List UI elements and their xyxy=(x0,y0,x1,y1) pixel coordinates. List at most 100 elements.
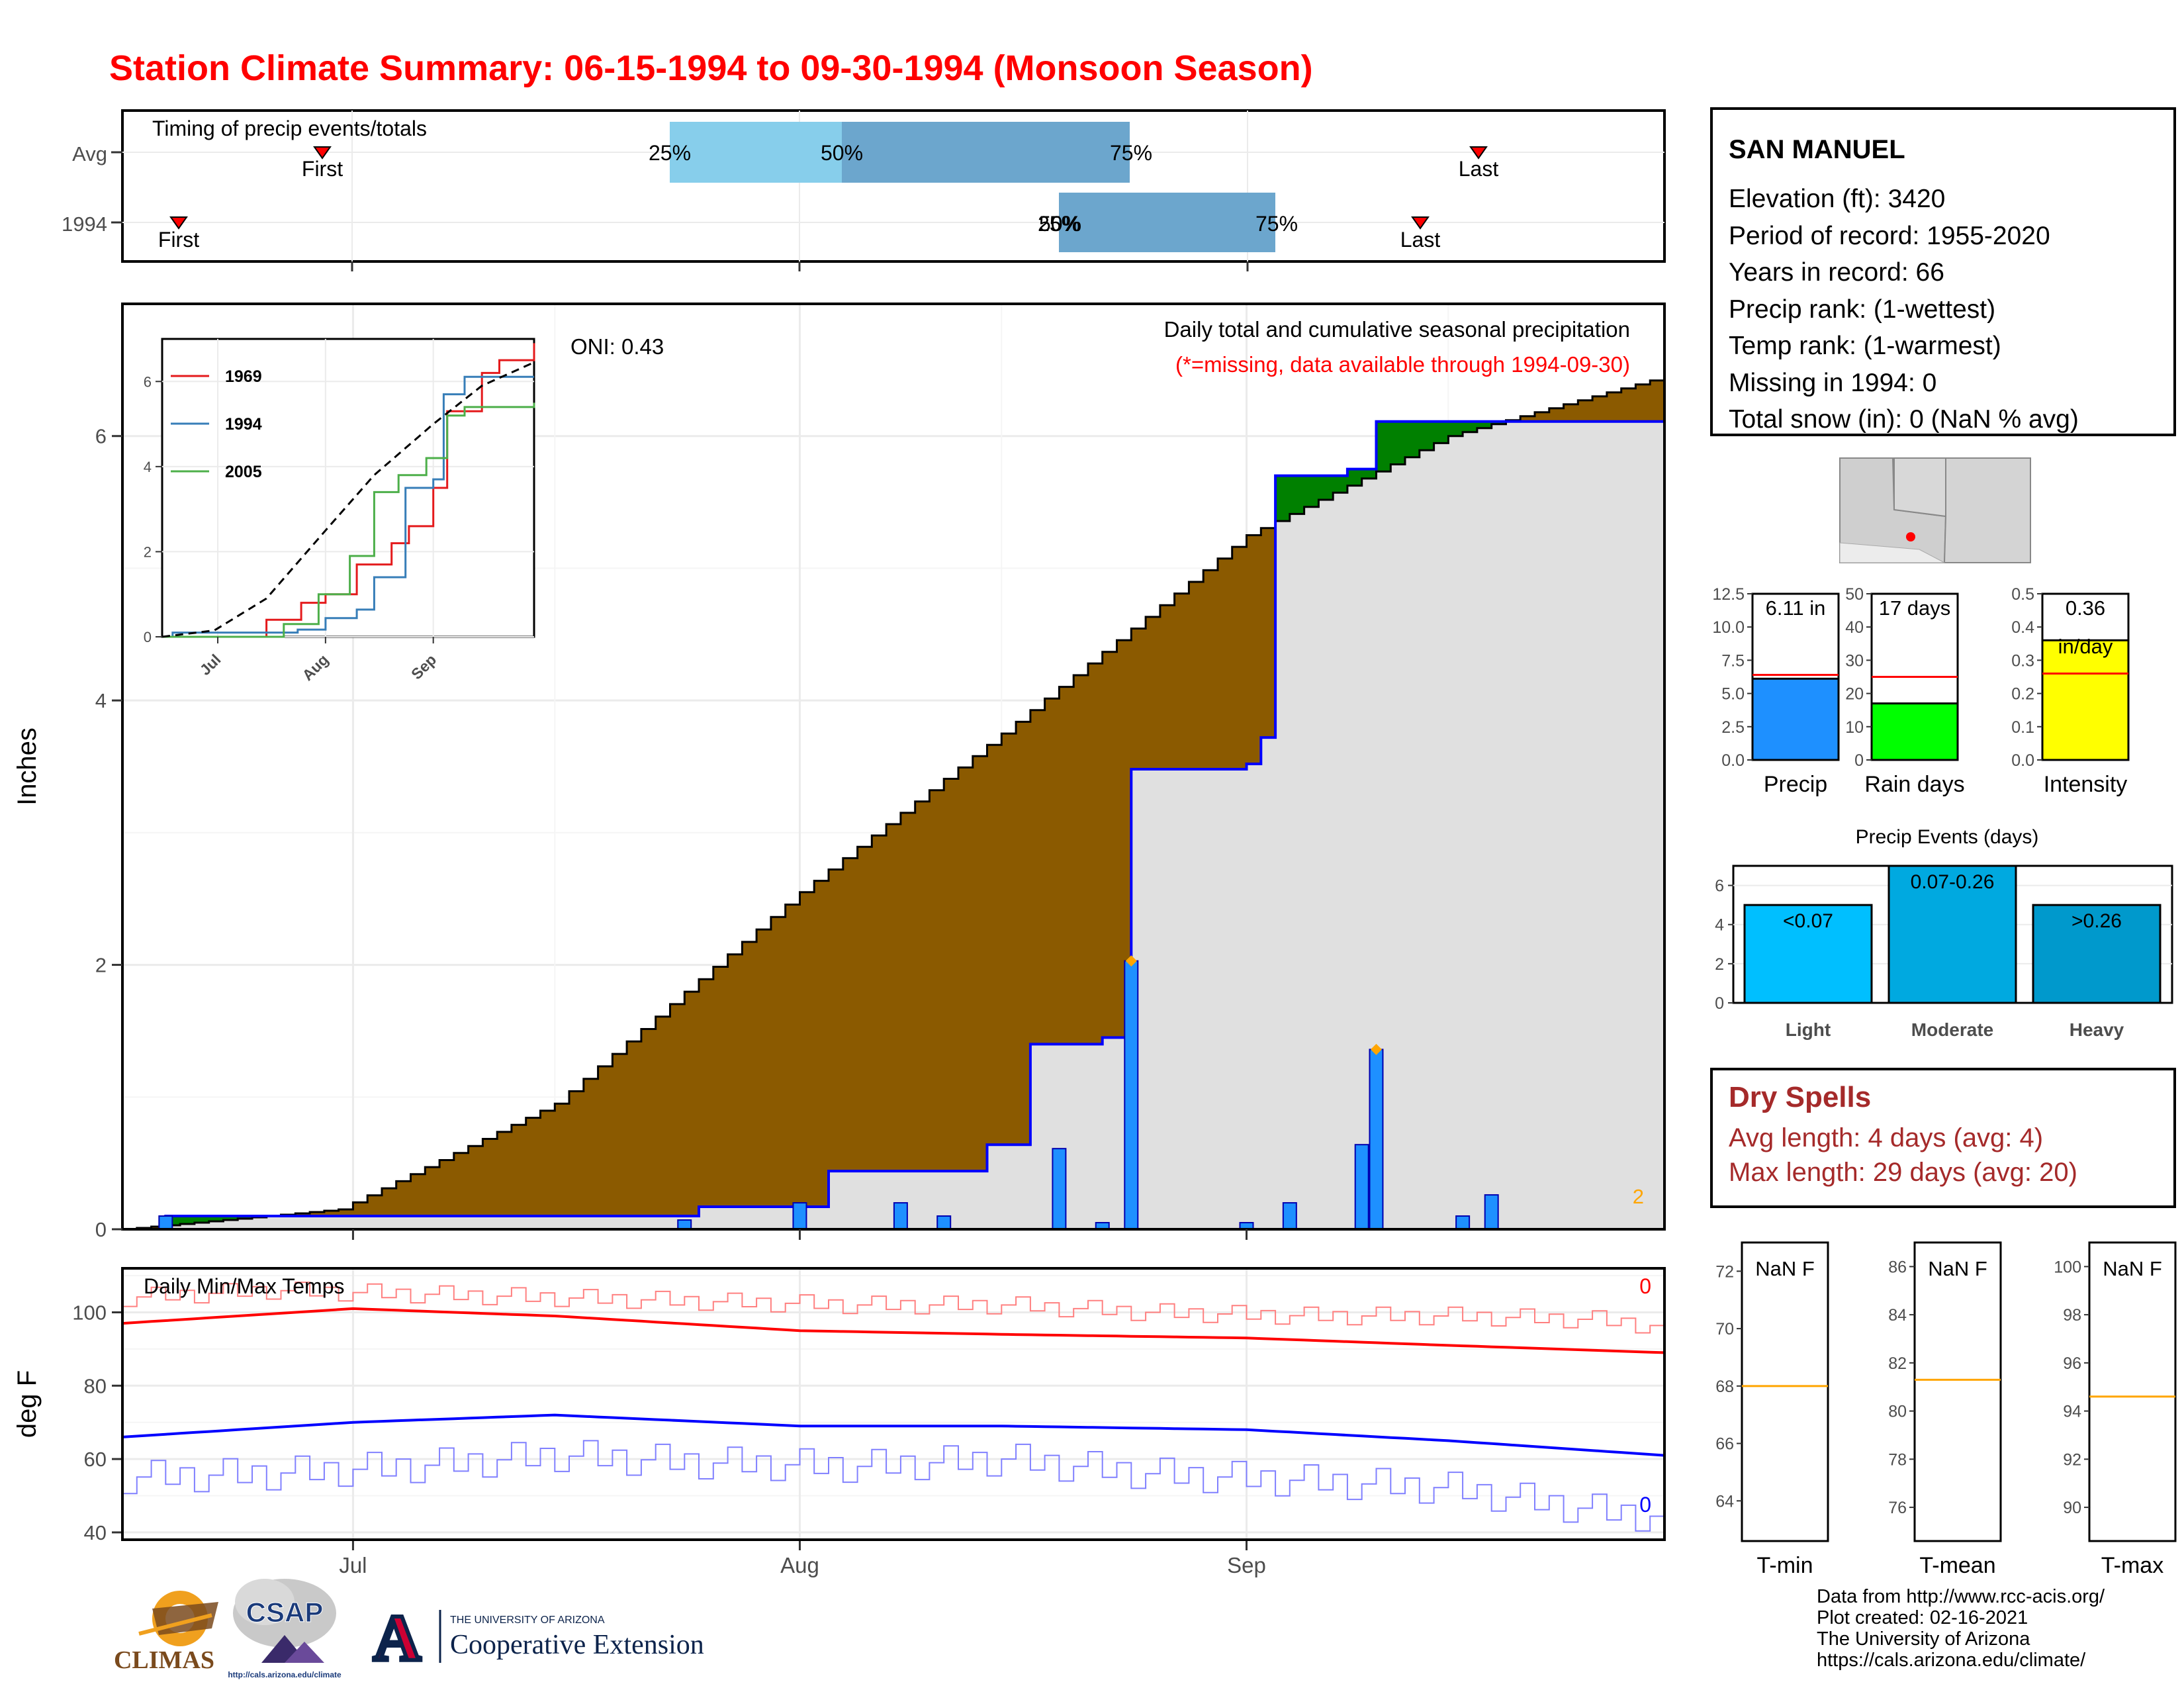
summary-bar-label: Rain days xyxy=(1864,772,1964,797)
summary-bar-tick-label: 10.0 xyxy=(1712,618,1745,637)
inset-legend-label: 1994 xyxy=(225,415,262,434)
events-y-tick-label: 2 xyxy=(1715,955,1724,974)
oni-label: ONI: 0.43 xyxy=(570,334,664,359)
avg-first-marker xyxy=(313,146,332,160)
events-bar xyxy=(1888,865,2017,1004)
daily-precip-bar xyxy=(893,1202,908,1230)
summary-bar-value: 6.11 in xyxy=(1766,596,1826,620)
tpanel-tick-label: 86 xyxy=(1888,1258,1907,1276)
tpanel-tick-label: 72 xyxy=(1715,1262,1734,1281)
daily-precip-bar xyxy=(1052,1148,1067,1231)
csap-logo: CSAP http://cals.arizona.edu/climate xyxy=(228,1579,341,1679)
inset-y-tick-label: 4 xyxy=(144,459,152,475)
daily-precip-bar xyxy=(936,1215,952,1230)
summary-bar-tick-label: 0 xyxy=(1854,751,1864,770)
inset-y-tick-label: 0 xyxy=(144,629,152,645)
station-info-box: SAN MANUEL Elevation (ft): 3420 Period o… xyxy=(1710,107,2176,436)
station-line: Period of record: 1955-2020 xyxy=(1729,222,2050,250)
tpanel-tick-label: 64 xyxy=(1715,1492,1734,1511)
inset-series-line xyxy=(162,343,535,638)
row-label-1994: 1994 xyxy=(62,212,107,236)
dry-title: Dry Spells xyxy=(1729,1081,1872,1113)
main-header: Daily total and cumulative seasonal prec… xyxy=(1164,317,1630,342)
summary-bar-label: Intensity xyxy=(2044,772,2128,797)
inset-legend-label: 1969 xyxy=(225,367,262,386)
main-precip-chart: 0 2 4 6 Daily total and cumulative seasonal… xyxy=(13,303,1666,1241)
y1994-25-75-bar xyxy=(1059,193,1275,252)
summary-bars: 0.0 2.5 5.0 7.5 10.0 12.5 6.11 in Precip 0 10 20 30… xyxy=(1712,585,2130,797)
events-y-tick-label: 0 xyxy=(1715,994,1724,1013)
temp-daily-line xyxy=(122,1440,1665,1532)
footer: Data from http://www.rcc-acis.org/ Plot … xyxy=(1817,1586,2105,1671)
footer-line: The University of Arizona xyxy=(1817,1628,2030,1650)
summary-bar-tick-label: 30 xyxy=(1845,651,1864,670)
events-y-tick-label: 4 xyxy=(1715,916,1724,935)
daily-precip-bar xyxy=(1354,1144,1369,1231)
temp-y-tick-label: 40 xyxy=(84,1521,107,1544)
summary-bar-tick-label: 0.1 xyxy=(2011,718,2034,737)
daily-precip-bar xyxy=(158,1215,173,1230)
tpanel-tick-label: 90 xyxy=(2063,1499,2081,1517)
inset-y-tick-label: 6 xyxy=(144,373,152,390)
y1994-p50-label: 50% xyxy=(1039,212,1081,236)
temp-x-tick-label: Jul xyxy=(339,1553,367,1577)
summary-bar-value: 17 days xyxy=(1879,596,1951,620)
observed-area xyxy=(122,421,1664,1230)
precip-events-chart: Precip Events (days) <0.07 Light 0.07-0.26… xyxy=(1715,826,2173,1040)
events-bar-label: >0.26 xyxy=(2071,910,2122,932)
avg-p25-label: 25% xyxy=(649,141,691,165)
ua-small: THE UNIVERSITY OF ARIZONA xyxy=(450,1615,605,1626)
csap-text: CSAP xyxy=(246,1597,324,1628)
summary-bar-tick-label: 0.4 xyxy=(2011,618,2034,637)
tpanel-tick-label: 96 xyxy=(2063,1354,2081,1373)
y1994-p25-label: 25% xyxy=(1038,212,1080,236)
summary-bar-value: 0.36 xyxy=(2066,596,2105,620)
summary-bar-tick-label: 40 xyxy=(1845,618,1864,637)
avg-first-label: First xyxy=(302,157,343,181)
summary-bar-tick-label: 10 xyxy=(1845,718,1864,737)
dry-avg: Avg length: 4 days (avg: 4) xyxy=(1729,1123,2044,1152)
tpanel-tick-label: 82 xyxy=(1888,1354,1907,1373)
temp-x-tick-label: Sep xyxy=(1227,1553,1266,1577)
tpanel-tick-label: 84 xyxy=(1888,1306,1907,1325)
daily-precip-bar xyxy=(1455,1215,1471,1230)
y1994-last-label: Last xyxy=(1400,228,1441,252)
events-bar-label: <0.07 xyxy=(1783,910,1833,932)
temp-x-tick-label: Aug xyxy=(780,1553,819,1577)
y-tick-label: 0 xyxy=(95,1218,107,1241)
summary-bar-tick-label: 0.3 xyxy=(2011,651,2034,670)
row-label-avg: Avg xyxy=(72,142,107,165)
tpanel-tick-label: 70 xyxy=(1715,1320,1734,1338)
y1994-first-marker xyxy=(169,216,188,230)
events-category-label: Light xyxy=(1786,1019,1831,1040)
summary-bar-tick-label: 2.5 xyxy=(1721,718,1745,737)
events-category-label: Moderate xyxy=(1911,1019,1993,1040)
tpanel-value: NaN F xyxy=(1755,1257,1815,1280)
summary-bar-tick-label: 0.5 xyxy=(2011,585,2034,604)
summary-bar xyxy=(1751,677,1840,761)
dry-spells-box: Dry Spells Avg length: 4 days (avg: 4) M… xyxy=(1710,1068,2176,1208)
temp-mean-line xyxy=(122,1413,1665,1457)
page-title: Station Climate Summary: 06-15-1994 to 0… xyxy=(109,48,1313,88)
inset-y-tick-label: 2 xyxy=(144,543,152,560)
main-ylabel: Inches xyxy=(13,727,42,806)
summary-bar-tick-label: 12.5 xyxy=(1712,585,1745,604)
tpanel-tick-label: 66 xyxy=(1715,1435,1734,1454)
tpanel-frame xyxy=(1913,1241,2002,1542)
station-line: Precip rank: (1-wettest) xyxy=(1729,295,1996,324)
timing-label: Timing of precip events/totals xyxy=(152,117,427,140)
summary-bar-tick-label: 5.0 xyxy=(1721,685,1745,704)
inset-legend-label: 2005 xyxy=(225,463,262,481)
observed-cumulative-line xyxy=(122,420,1664,1231)
location-map xyxy=(1839,457,2031,563)
footer-line: https://cals.arizona.edu/climate/ xyxy=(1817,1650,2086,1671)
daily-precip-bar xyxy=(677,1219,692,1231)
csap-url: http://cals.arizona.edu/climate xyxy=(228,1670,341,1679)
climas-text: CLIMAS xyxy=(114,1646,214,1674)
daily-precip-bar xyxy=(792,1202,807,1230)
station-marker xyxy=(1906,532,1915,541)
avg-p50-label: 50% xyxy=(821,141,863,165)
tpanel-label: T-max xyxy=(2101,1553,2163,1578)
